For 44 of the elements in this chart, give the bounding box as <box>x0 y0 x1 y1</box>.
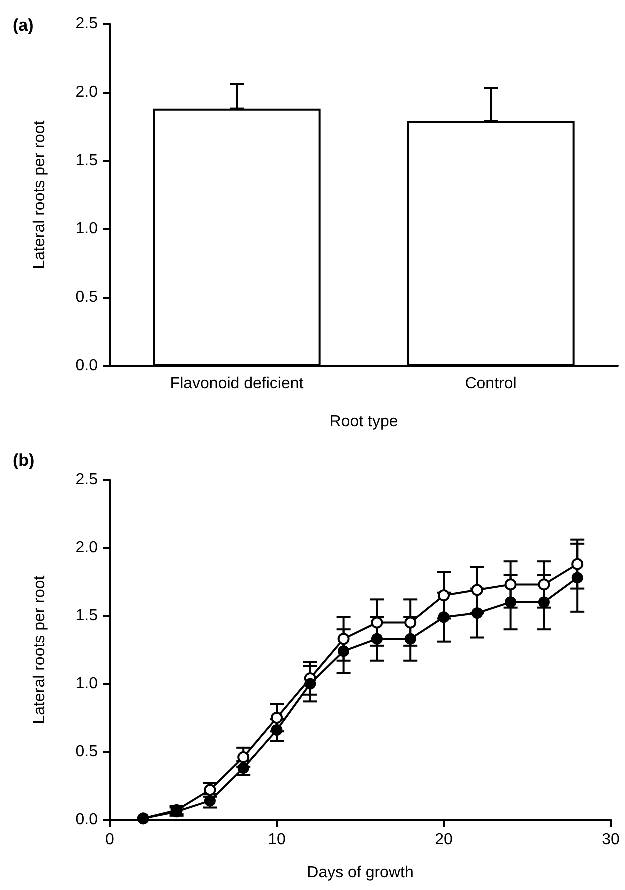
y-tick-label: 2.0 <box>76 540 98 556</box>
y-tick-label: 2.5 <box>76 472 98 488</box>
point <box>572 572 584 584</box>
point <box>438 612 450 624</box>
y-tick-label: 0.0 <box>76 358 98 374</box>
x-tick-label: 30 <box>602 832 620 848</box>
y-tick-label: 0.5 <box>76 289 98 306</box>
point <box>538 596 550 608</box>
y-tick-label: 1.5 <box>76 152 98 170</box>
point <box>271 712 283 724</box>
x-tick-label: 0 <box>106 832 115 848</box>
y-tick-label: 2.0 <box>76 84 98 101</box>
y-axis-title: Lateral roots per root <box>32 120 48 270</box>
point <box>472 608 484 620</box>
y-tick-label: 0.0 <box>76 812 98 828</box>
point <box>304 678 316 690</box>
point <box>505 596 517 608</box>
x-tick-label: Flavonoid deficient <box>170 376 304 392</box>
point <box>404 616 417 629</box>
y-tick-label: 1.5 <box>76 608 98 624</box>
x-tick-label: Control <box>465 376 517 392</box>
point <box>371 633 383 645</box>
y-tick-label: 1.0 <box>76 220 98 238</box>
point <box>471 584 484 596</box>
point <box>338 633 350 646</box>
point <box>572 558 584 570</box>
point <box>238 751 250 764</box>
point <box>438 590 450 602</box>
y-tick-label: 0.5 <box>76 744 98 760</box>
y-axis-title: Lateral roots per root <box>32 575 48 724</box>
chart-title: (a) <box>13 16 34 35</box>
point <box>371 616 384 629</box>
x-axis-title: Root type <box>330 414 398 430</box>
point <box>538 578 550 591</box>
x-tick-label: 20 <box>435 832 453 848</box>
x-axis-title: Days of growth <box>307 864 414 882</box>
point <box>338 646 350 658</box>
point <box>504 578 517 591</box>
point <box>271 724 283 736</box>
y-tick-label: 2.5 <box>76 16 98 32</box>
y-tick-label: 1.0 <box>76 676 98 692</box>
chart-title: (b) <box>13 451 35 470</box>
point <box>404 633 416 645</box>
x-tick-label: 10 <box>268 832 286 848</box>
